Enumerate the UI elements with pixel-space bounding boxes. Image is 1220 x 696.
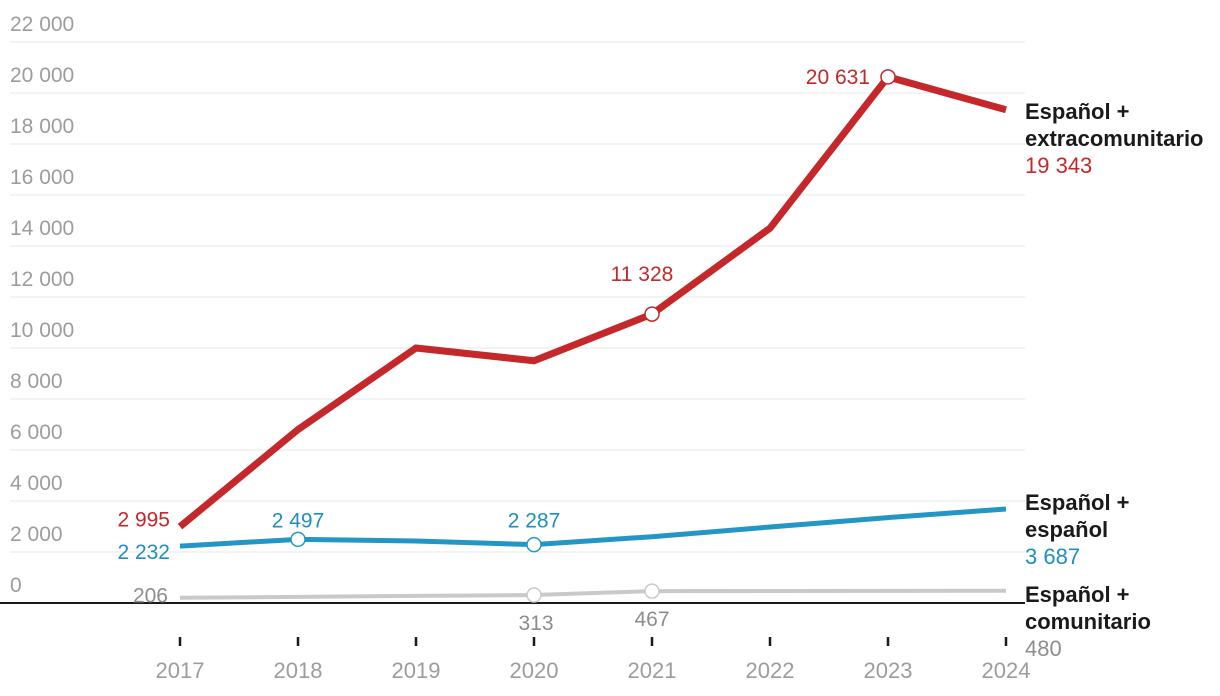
x-axis-year-label: 2018	[274, 658, 323, 683]
value-label-comunitario-2017: 206	[133, 585, 168, 608]
x-axis-year-label: 2023	[864, 658, 913, 683]
point-marker-español-2020	[526, 536, 542, 553]
legend-extracomunitario-value: 19 343	[1025, 153, 1093, 178]
value-label-extracomunitario-2017: 2 995	[117, 509, 170, 532]
point-marker-comunitario-2021	[644, 583, 660, 599]
y-axis-tick-label: 18 000	[10, 115, 74, 138]
value-label-comunitario-2020: 313	[518, 612, 553, 635]
y-axis-tick-label: 12 000	[10, 268, 74, 291]
value-label-español-2017: 2 232	[117, 541, 170, 564]
y-axis-tick-label: 22 000	[10, 13, 74, 36]
x-axis-year-label: 2022	[746, 658, 795, 683]
y-axis-tick-label: 8 000	[10, 370, 63, 393]
legend-espanol: Español + español 3 687	[1025, 489, 1220, 570]
series-line-extracomunitario	[177, 72, 1007, 530]
legend-comunitario-name-line1: Español +	[1025, 582, 1130, 607]
point-marker-español-2018	[290, 531, 306, 548]
legend-espanol-value: 3 687	[1025, 544, 1081, 569]
legend-extracomunitario-name-line2: extracomunitario	[1025, 126, 1204, 151]
value-label-extracomunitario-2021: 11 328	[611, 263, 674, 286]
x-axis-year-label: 2024	[982, 658, 1031, 683]
y-axis-tick-label: 2 000	[10, 523, 63, 546]
value-label-comunitario-2021: 467	[634, 608, 669, 631]
y-axis-tick-label: 16 000	[10, 166, 74, 189]
series-line-español	[179, 506, 1007, 549]
y-axis-tick-label: 6 000	[10, 421, 63, 444]
y-axis-tick-label: 4 000	[10, 472, 63, 495]
value-label-español-2018: 2 497	[272, 509, 325, 532]
point-marker-extracomunitario-2023	[880, 69, 896, 85]
x-axis-year-label: 2021	[628, 658, 677, 683]
x-axis-year-label: 2020	[510, 658, 559, 683]
point-marker-extracomunitario-2021	[644, 306, 660, 322]
y-axis-tick-label: 20 000	[10, 64, 74, 87]
y-axis-tick-label: 10 000	[10, 319, 74, 342]
legend-extracomunitario-name-line1: Español +	[1025, 99, 1130, 124]
legend-extracomunitario: Español + extracomunitario 19 343	[1025, 98, 1220, 179]
value-label-extracomunitario-2023: 20 631	[806, 66, 870, 89]
x-axis-year-label: 2019	[392, 658, 441, 683]
legend-comunitario-name-line2: comunitario	[1025, 609, 1151, 634]
y-axis-tick-label: 14 000	[10, 217, 74, 240]
legend-comunitario: Español + comunitario 480	[1025, 581, 1220, 662]
point-marker-comunitario-2020	[526, 587, 542, 603]
x-axis-year-label: 2017	[156, 658, 205, 683]
series-line-comunitario	[179, 588, 1007, 600]
y-axis-tick-label: 0	[10, 574, 22, 597]
legend-comunitario-value: 480	[1025, 636, 1062, 661]
legend-espanol-name-line2: español	[1025, 517, 1109, 542]
value-label-español-2020: 2 287	[508, 510, 561, 533]
legend-espanol-name-line1: Español +	[1025, 490, 1130, 515]
